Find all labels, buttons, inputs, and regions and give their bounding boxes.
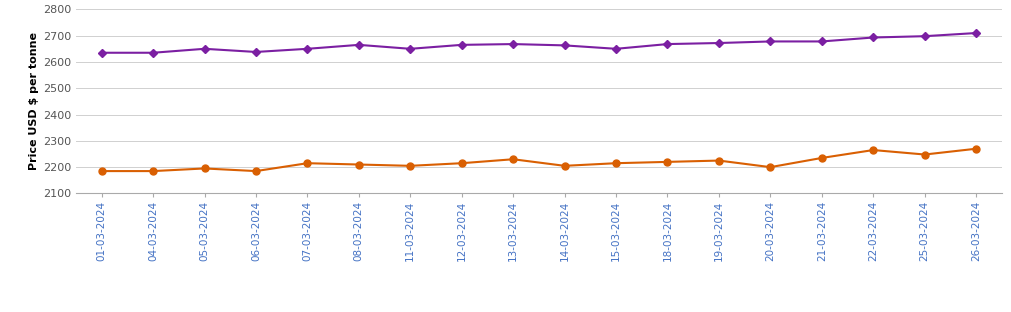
LME: [301, 161, 313, 165]
SHFE: [147, 51, 159, 55]
LME: [95, 169, 107, 173]
LME: [403, 164, 416, 168]
SHFE: [661, 42, 673, 46]
SHFE: [918, 34, 930, 38]
LME: [918, 153, 930, 156]
LME: [610, 161, 622, 165]
LME: [147, 169, 159, 173]
SHFE: [558, 43, 570, 47]
Y-axis label: Price USD $ per tonne: Price USD $ per tonne: [29, 32, 39, 170]
LME: [970, 147, 982, 151]
SHFE: [455, 43, 467, 47]
SHFE: [507, 42, 519, 46]
SHFE: [301, 47, 313, 51]
LME: [815, 156, 827, 160]
Line: LME: LME: [98, 145, 979, 174]
LME: [353, 163, 365, 166]
SHFE: [712, 41, 724, 45]
SHFE: [970, 31, 982, 35]
SHFE: [403, 47, 416, 51]
SHFE: [610, 47, 622, 51]
LME: [250, 169, 262, 173]
LME: [558, 164, 570, 168]
LME: [866, 148, 879, 152]
LME: [661, 160, 673, 164]
LME: [198, 167, 210, 170]
SHFE: [763, 40, 775, 43]
SHFE: [250, 50, 262, 54]
LME: [712, 159, 724, 163]
LME: [455, 161, 467, 165]
SHFE: [815, 40, 827, 43]
Line: SHFE: SHFE: [99, 30, 978, 56]
SHFE: [198, 47, 210, 51]
SHFE: [866, 36, 879, 39]
SHFE: [353, 43, 365, 47]
LME: [763, 165, 775, 169]
LME: [507, 157, 519, 161]
SHFE: [95, 51, 107, 55]
